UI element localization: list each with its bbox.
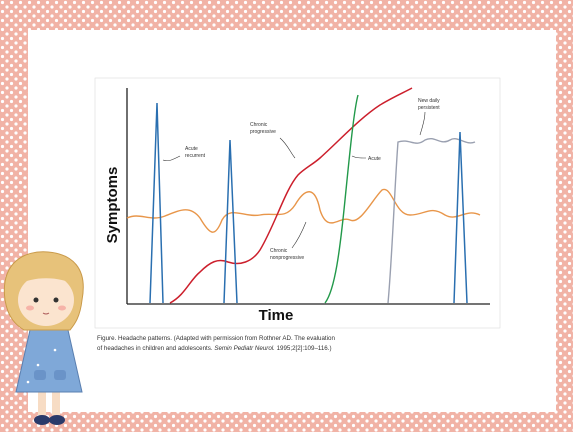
caption-journal: Semin Pediatr Neurol. bbox=[214, 345, 275, 352]
dress-dot bbox=[37, 364, 40, 367]
dress-dot bbox=[27, 381, 30, 384]
page: {"figure": { "y_axis_label": "Symptoms",… bbox=[0, 0, 573, 432]
annotation: recurrent bbox=[185, 153, 206, 159]
face bbox=[18, 274, 74, 326]
pocket bbox=[54, 370, 66, 380]
cheek bbox=[26, 306, 34, 311]
annotation: Chronic bbox=[250, 122, 268, 128]
caption-line: Figure. Headache patterns. (Adapted with… bbox=[97, 335, 335, 342]
pocket bbox=[34, 370, 46, 380]
x-axis-label: Time bbox=[259, 307, 294, 324]
annotation: nonprogressive bbox=[270, 255, 304, 261]
annotation: persistent bbox=[418, 105, 440, 111]
cheek bbox=[58, 306, 66, 311]
annotation: Acute bbox=[185, 146, 198, 152]
annotation: progressive bbox=[250, 129, 276, 135]
annotation: Acute bbox=[368, 156, 381, 162]
caption-line: of headaches in children and adolescents… bbox=[97, 345, 332, 352]
caption-text: of headaches in children and adolescents… bbox=[97, 345, 213, 352]
figure-frame bbox=[95, 78, 500, 328]
eye bbox=[54, 298, 59, 303]
shoe bbox=[34, 415, 50, 425]
annotation: Chronic bbox=[270, 248, 288, 254]
y-axis-label: Symptoms bbox=[104, 167, 121, 244]
caption-text: 1995;2[2]:109–116.) bbox=[277, 345, 332, 352]
shoe bbox=[49, 415, 65, 425]
dress-dot bbox=[54, 349, 57, 352]
annotation: New daily bbox=[418, 98, 440, 104]
eye bbox=[34, 298, 39, 303]
slide: Symptoms Time Acute recurrent Chronic pr… bbox=[0, 0, 573, 432]
